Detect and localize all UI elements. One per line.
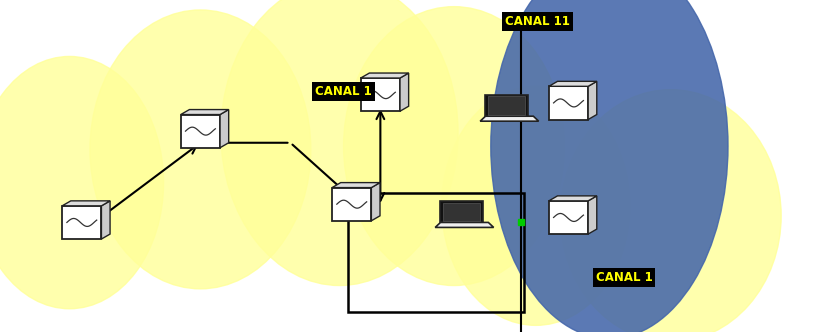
Polygon shape	[181, 110, 229, 115]
Polygon shape	[443, 203, 480, 221]
Text: CANAL 1: CANAL 1	[596, 271, 652, 284]
Polygon shape	[588, 196, 597, 234]
Ellipse shape	[0, 56, 164, 309]
Ellipse shape	[90, 10, 311, 289]
Polygon shape	[101, 201, 110, 239]
Bar	[332, 188, 371, 221]
Ellipse shape	[560, 90, 781, 332]
Polygon shape	[549, 196, 597, 201]
Ellipse shape	[344, 7, 564, 286]
Polygon shape	[549, 81, 597, 86]
Polygon shape	[371, 183, 380, 221]
Bar	[361, 78, 400, 111]
Bar	[549, 86, 588, 120]
Polygon shape	[488, 96, 525, 115]
Text: CANAL 11: CANAL 11	[505, 15, 569, 28]
Polygon shape	[441, 201, 483, 222]
Polygon shape	[486, 95, 528, 116]
Polygon shape	[480, 116, 538, 121]
Polygon shape	[435, 222, 494, 227]
Polygon shape	[332, 183, 380, 188]
Bar	[549, 201, 588, 234]
Bar	[348, 193, 524, 312]
Ellipse shape	[442, 86, 630, 325]
Polygon shape	[361, 73, 409, 78]
Bar	[62, 206, 101, 239]
Ellipse shape	[221, 0, 458, 286]
Text: CANAL 1: CANAL 1	[315, 85, 371, 98]
Bar	[181, 115, 220, 148]
Polygon shape	[220, 110, 229, 148]
Polygon shape	[588, 81, 597, 120]
Polygon shape	[400, 73, 409, 111]
Polygon shape	[62, 201, 110, 206]
Ellipse shape	[491, 0, 728, 332]
